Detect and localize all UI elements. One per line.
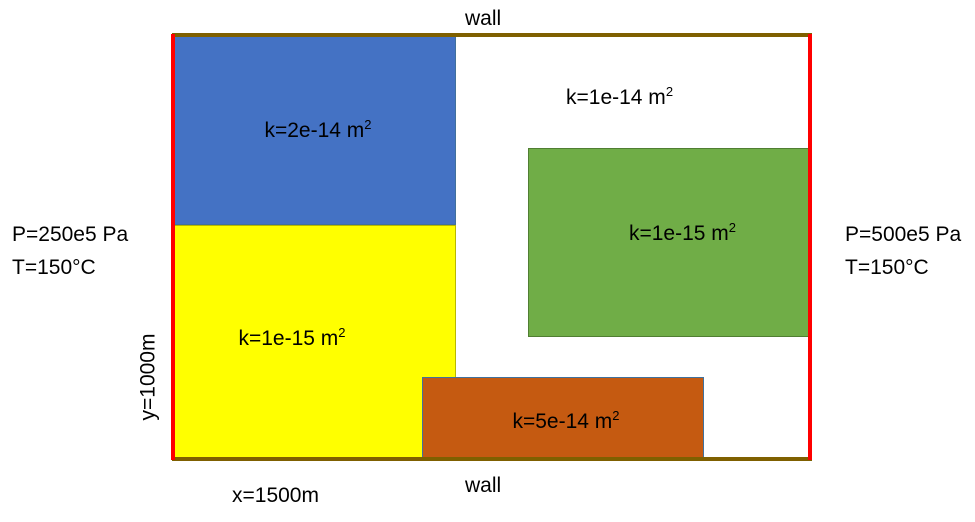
region-blue: k=2e-14 m2 — [174, 36, 456, 225]
x-dimension-label: x=1500m — [232, 484, 319, 507]
region-green-label: k=1e-15 m2 — [628, 220, 737, 245]
y-dimension-label: y=1000m — [136, 333, 160, 421]
left-boundary-line — [171, 34, 175, 460]
left-pressure-label: P=250e5 Pa — [12, 223, 129, 246]
region-yellow-label: k=1e-15 m2 — [238, 325, 346, 350]
region-blue-label: k=2e-14 m2 — [264, 117, 372, 142]
right-temperature-label: T=150°C — [845, 256, 929, 279]
left-temperature-label: T=150°C — [12, 256, 96, 279]
right-boundary-line — [808, 34, 812, 460]
top-wall-label: wall — [465, 7, 502, 30]
bottom-wall-label: wall — [465, 474, 502, 497]
region-orange-label: k=5e-14 m2 — [512, 408, 620, 433]
region-yellow: k=1e-15 m2 — [174, 225, 456, 458]
bottom-wall-line — [172, 457, 812, 461]
region-background-label: k=1e-14 m2 — [566, 84, 674, 109]
region-green: k=1e-15 m2 — [528, 148, 809, 337]
region-orange: k=5e-14 m2 — [422, 377, 704, 458]
top-wall-line — [172, 33, 812, 37]
right-pressure-label: P=500e5 Pa — [845, 223, 962, 246]
